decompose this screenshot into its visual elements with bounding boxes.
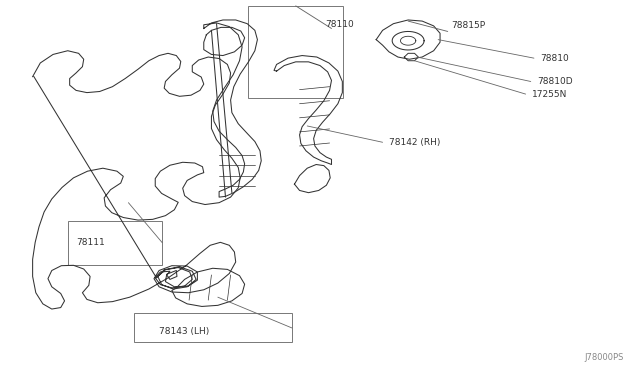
Bar (134, 314, 292, 342)
Text: J78000PS: J78000PS (584, 353, 623, 362)
Text: 78142 (RH): 78142 (RH) (389, 138, 440, 147)
Text: 78110: 78110 (325, 20, 354, 29)
Text: 78815P: 78815P (451, 22, 485, 31)
Text: 17255N: 17255N (532, 90, 568, 99)
Text: 78810: 78810 (540, 54, 569, 62)
Bar (248, 6, 343, 98)
Text: 78111: 78111 (76, 238, 105, 247)
Text: 78143 (LH): 78143 (LH) (159, 327, 209, 336)
Bar (68, 221, 163, 264)
Text: 78810D: 78810D (537, 77, 573, 86)
